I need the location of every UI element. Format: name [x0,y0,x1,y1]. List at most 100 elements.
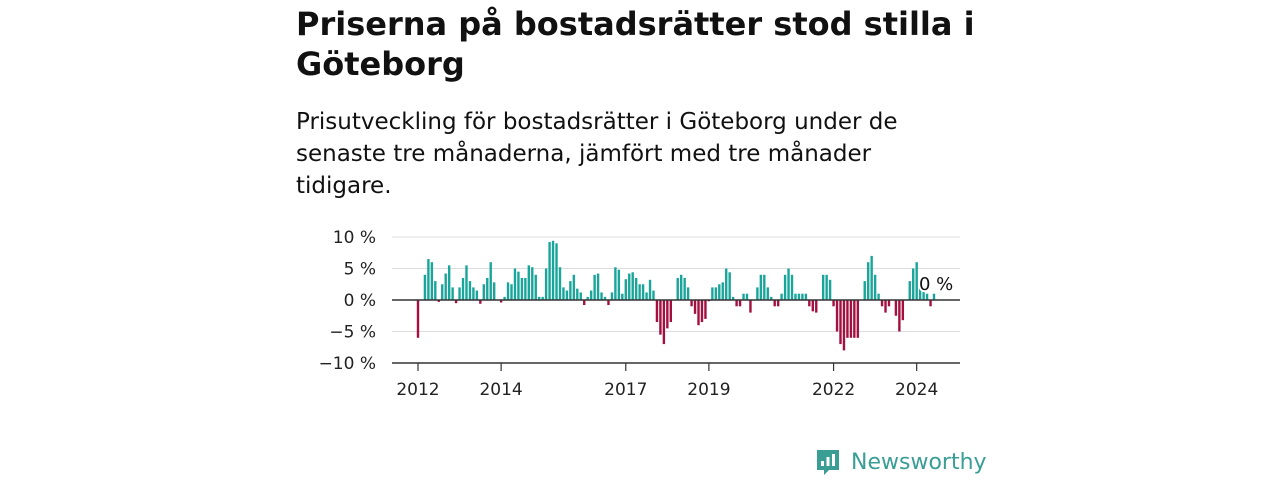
bar [600,292,603,300]
bar [444,273,447,300]
bar [766,287,769,300]
bar [922,290,925,300]
bar [607,300,610,306]
bar [745,293,749,300]
bar [683,277,686,300]
bar [728,272,731,300]
bar [794,293,797,300]
bar [811,300,814,312]
bar [482,284,485,300]
bar [731,296,735,300]
x-tick-label: 2022 [812,380,855,400]
bar [846,300,849,338]
bar [925,293,929,300]
bar [631,272,634,300]
bar [465,265,468,300]
bar [624,279,627,300]
bar [454,300,458,304]
bar [562,287,565,300]
bar [506,282,510,300]
x-tick-label: 2019 [687,380,730,400]
bar [617,269,621,300]
bar [423,274,427,300]
bar [621,293,624,300]
bar [808,300,811,307]
x-tick-label: 2024 [895,380,938,400]
chart-subtitle: Prisutveckling för bostadsrätter i Göteb… [296,109,898,199]
bar [863,281,866,300]
y-tick-label: 0 % [344,291,376,311]
bar [416,300,420,338]
bar [593,274,596,300]
bar [849,300,853,338]
bar [579,292,582,300]
bar [773,300,776,307]
bar [714,287,718,300]
y-tick-label: 10 % [333,228,376,248]
bar [596,273,600,300]
bar [572,274,576,300]
bar [693,300,697,314]
bar [918,287,922,300]
bar [908,281,911,300]
bar [486,277,489,300]
bar [472,287,475,300]
bar [645,292,648,300]
bar [427,259,430,300]
bar [815,300,818,313]
bar [589,290,593,300]
bar [738,300,742,307]
bar [558,267,562,300]
newsworthy-logo[interactable]: Newsworthy [815,446,987,478]
bar [614,267,617,300]
bar [586,296,589,300]
chart-title: Priserna på bostadsrätter stod stilla i … [296,5,975,83]
bar [711,287,714,300]
bar [704,300,707,319]
bar [534,274,537,300]
bar [867,262,870,300]
y-tick-label: −10 % [319,354,376,374]
y-tick-label: −5 % [329,323,376,343]
bar [603,296,607,300]
bar [898,300,901,332]
bar [718,284,721,300]
bar [721,282,724,300]
bar [856,300,860,338]
bar [479,300,482,304]
bar [742,293,745,300]
bar [565,290,569,300]
bar [929,300,932,307]
bar [544,268,548,300]
bar [749,300,752,313]
bar [513,268,517,300]
bar [434,281,437,300]
bar [648,279,652,300]
bar [524,277,527,300]
bar [641,284,645,300]
bar [555,243,558,300]
bar [447,265,451,300]
bar [894,300,898,316]
bar [576,288,579,300]
bar [884,300,887,313]
bar [510,284,513,300]
bar [451,287,454,300]
bar [697,300,700,326]
bar [679,274,683,300]
bar [690,300,693,307]
bar [756,287,759,300]
bar [638,284,641,300]
bar [520,277,524,300]
bar-chart: 10 % 5 % 0 % −5 % −10 % 2012 2014 2017 2019 2022 2… [319,228,960,400]
bar [725,268,728,300]
bar [458,287,461,300]
bar [662,300,666,345]
newsworthy-logo-text: Newsworthy [851,449,987,475]
chart-card: Priserna på bostadsrätter stod stilla i … [296,0,986,480]
bar [842,300,846,351]
x-tick-label: 2014 [479,380,522,400]
bar [853,300,856,338]
bar [821,274,825,300]
x-tick-label: 2017 [604,380,647,400]
